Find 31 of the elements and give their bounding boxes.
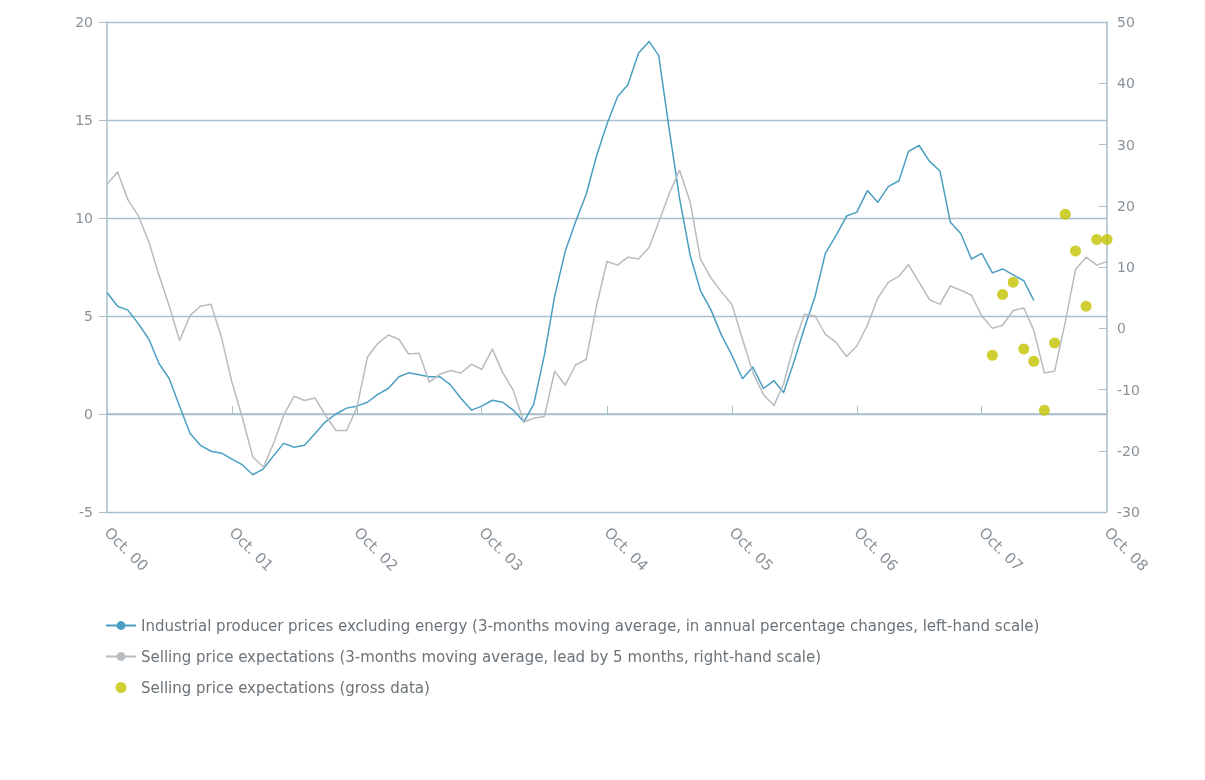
y-tick-label: 10 [75,210,93,226]
y2-tick-label: -10 [1117,381,1140,398]
y2-tick-label: 30 [1117,136,1135,153]
point [1080,300,1092,312]
y2-tick-label: -30 [1117,504,1140,520]
y2-tick-label: -20 [1117,442,1140,459]
y2-tick-label: 10 [1117,259,1135,275]
point [986,349,998,361]
y2-tick-label: 20 [1117,197,1135,214]
point [1038,404,1050,416]
legend-label: Selling price expectations (gross data) [141,678,430,697]
point [1028,355,1040,367]
legend-label: Industrial producer prices excluding energy (3-months moving average, in annual percentage changes, left-hand scale) [141,616,1040,635]
point [1049,337,1061,349]
line-series [106,40,1035,476]
y-tick-label: 15 [75,112,93,128]
point [1091,233,1103,245]
y2-tick-label: 0 [1117,320,1126,337]
y-tick-label: 5 [84,308,93,324]
y-tick-label: -5 [79,504,93,520]
point [1007,276,1019,288]
point [1101,233,1113,245]
y2-tick-label: 40 [1117,75,1135,92]
y-tick-label: 20 [75,14,93,30]
legend-label: Selling price expectations (3-months moving average, lead by 5 months, right-hand scale) [141,647,822,666]
y-tick-label: 0 [84,406,93,422]
y2-tick-label: 50 [1117,14,1135,30]
point [1070,245,1082,257]
point [1059,208,1071,220]
point [997,289,1009,301]
point [1018,343,1030,355]
